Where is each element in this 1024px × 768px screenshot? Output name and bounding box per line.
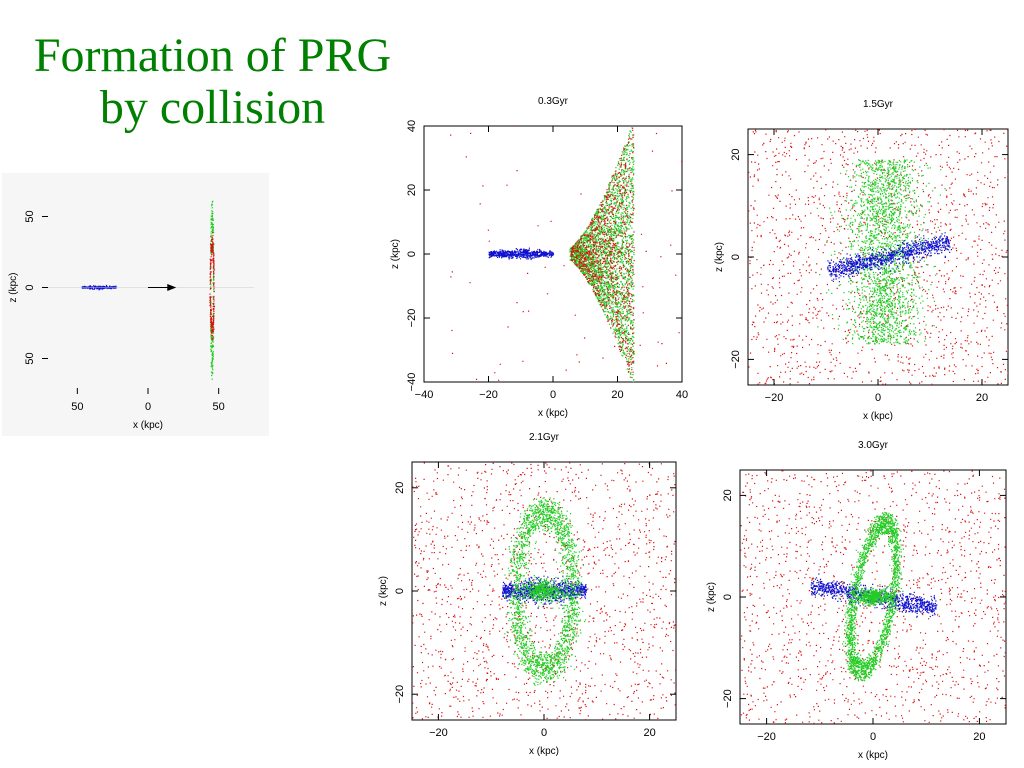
particle-layer bbox=[748, 129, 1008, 385]
x-tick-label: 20 bbox=[976, 392, 988, 404]
snapshot-svg-2-1gyr: −20 0 20 −20 0 20 x (kpc) z (kpc) 2.1Gyr bbox=[378, 432, 677, 757]
particle-layer bbox=[450, 126, 682, 382]
particle-series-3 bbox=[209, 232, 216, 341]
particle-series-3 bbox=[841, 511, 904, 682]
slide-title: Formation of PRG by collision bbox=[10, 30, 415, 134]
x-tick-label: 50 bbox=[213, 401, 225, 413]
y-axis-label: z (kpc) bbox=[378, 576, 389, 606]
y-tick-label: −20 bbox=[730, 350, 742, 369]
y-tick-label: −20 bbox=[406, 309, 418, 328]
plot-title: 3.0Gyr bbox=[858, 440, 889, 451]
slide-title-line-1: Formation of PRG bbox=[33, 29, 392, 82]
y-axis-label: z (kpc) bbox=[390, 239, 401, 269]
particle-series-2 bbox=[816, 159, 946, 345]
initial-conditions-svg: 50 0 50 50 0 50 x (kpc) z (kpc) bbox=[8, 200, 254, 431]
particle-series-4 bbox=[450, 126, 682, 381]
y-tick-label: 0 bbox=[730, 254, 742, 260]
particle-series-4 bbox=[838, 584, 901, 607]
x-tick-label: 20 bbox=[611, 389, 623, 401]
y-axis-label: z (kpc) bbox=[714, 242, 725, 272]
y-tick-label: 40 bbox=[406, 120, 418, 132]
particle-layer bbox=[412, 462, 676, 720]
snapshot-svg-1-5gyr: −20 0 20 −20 0 20 x (kpc) z (kpc) 1.5Gyr bbox=[714, 99, 1009, 422]
x-tick-label: 50 bbox=[71, 401, 83, 413]
x-tick-label: 0 bbox=[541, 727, 547, 739]
x-axis-label: x (kpc) bbox=[858, 750, 888, 761]
y-tick-label: −20 bbox=[394, 685, 406, 704]
initial-conditions-plot: 50 0 50 50 0 50 x (kpc) z (kpc) bbox=[2, 173, 269, 436]
particle-series-3 bbox=[570, 127, 635, 379]
snapshot-plot-3-0gyr: −20 0 20 −20 0 20 x (kpc) z (kpc) 3.0Gyr bbox=[704, 432, 1020, 768]
x-tick-label: 0 bbox=[870, 731, 876, 743]
y-tick-label: −20 bbox=[722, 689, 734, 708]
y-tick-label: 50 bbox=[24, 210, 36, 222]
x-tick-label: 40 bbox=[676, 389, 688, 401]
x-axis-label: x (kpc) bbox=[863, 411, 893, 422]
x-tick-label: −20 bbox=[765, 392, 784, 404]
particle-series-2 bbox=[209, 200, 215, 380]
x-tick-label: −20 bbox=[757, 731, 776, 743]
particle-series-1 bbox=[412, 462, 676, 720]
x-tick-label: −20 bbox=[479, 389, 498, 401]
y-tick-label: 0 bbox=[394, 588, 406, 594]
snapshot-plot-2-1gyr: −20 0 20 −20 0 20 x (kpc) z (kpc) 2.1Gyr bbox=[372, 424, 690, 768]
snapshot-plot-1-5gyr: −20 0 20 −20 0 20 x (kpc) z (kpc) 1.5Gyr bbox=[712, 95, 1012, 440]
x-tick-label: −20 bbox=[429, 727, 448, 739]
y-tick-label: 20 bbox=[394, 482, 406, 494]
y-tick-label: 20 bbox=[730, 148, 742, 160]
particle-series-4 bbox=[512, 574, 580, 609]
x-axis-label: x (kpc) bbox=[529, 746, 559, 757]
plot-title: 2.1Gyr bbox=[529, 432, 560, 443]
snapshot-plot-0-3gyr: −40 −20 0 20 40 −40 −20 0 20 40 x (kpc) z (kpc) 0.3G… bbox=[388, 90, 698, 440]
plot-title: 0.3Gyr bbox=[538, 96, 569, 107]
snapshot-svg-0-3gyr: −40 −20 0 20 40 −40 −20 0 20 40 x (kpc) z (kpc) 0.3G… bbox=[390, 96, 688, 419]
plot-frame bbox=[747, 128, 1009, 386]
y-tick-label: 50 bbox=[24, 352, 36, 364]
slide-title-line-2: by collision bbox=[99, 81, 326, 134]
x-tick-label: 0 bbox=[145, 401, 151, 413]
snapshot-svg-3-0gyr: −20 0 20 −20 0 20 x (kpc) z (kpc) 3.0Gyr bbox=[706, 440, 1007, 761]
particle-series-3 bbox=[827, 229, 952, 283]
x-axis-label: x (kpc) bbox=[538, 408, 568, 419]
y-axis-label: z (kpc) bbox=[706, 582, 717, 612]
collision-arrow-head bbox=[167, 284, 177, 291]
y-tick-label: 0 bbox=[406, 251, 418, 257]
x-tick-label: 0 bbox=[875, 392, 881, 404]
particle-series-3 bbox=[504, 497, 587, 686]
particle-series-1 bbox=[488, 247, 555, 261]
x-axis-label: x (kpc) bbox=[133, 420, 163, 431]
x-tick-label: 20 bbox=[643, 727, 655, 739]
y-tick-label: 0 bbox=[24, 284, 36, 290]
y-tick-label: 20 bbox=[722, 489, 734, 501]
particle-layer bbox=[81, 200, 216, 380]
y-tick-label: −40 bbox=[406, 373, 418, 392]
plot-title: 1.5Gyr bbox=[863, 99, 894, 110]
y-axis-label: z (kpc) bbox=[8, 273, 19, 303]
y-tick-label: 20 bbox=[406, 184, 418, 196]
x-tick-label: 0 bbox=[550, 389, 556, 401]
y-tick-label: 0 bbox=[722, 594, 734, 600]
x-tick-label: 20 bbox=[973, 731, 985, 743]
x-tick-label: −40 bbox=[415, 389, 434, 401]
particle-layer bbox=[740, 470, 1006, 724]
